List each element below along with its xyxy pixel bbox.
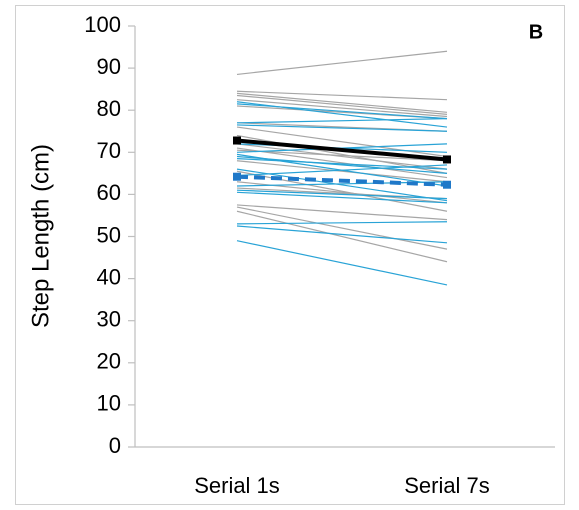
x-tick-label: Serial 7s [404, 473, 490, 498]
subject-line [236, 155, 448, 174]
subject-line [236, 221, 448, 225]
chart-frame [15, 5, 565, 505]
subject-line [236, 118, 448, 124]
y-tick-label: 60 [97, 180, 121, 205]
subject-line [236, 124, 448, 132]
subject-line [236, 158, 448, 170]
subject-line [236, 143, 448, 170]
mean-marker [233, 172, 241, 181]
subject-line [236, 204, 448, 221]
subject-line [236, 191, 448, 204]
subject-line [236, 240, 448, 286]
x-tick-label: Serial 1s [194, 473, 280, 498]
subject-line [236, 189, 448, 200]
subject-line [236, 164, 448, 177]
subject-line [236, 92, 448, 113]
subject-line [236, 206, 448, 250]
mean-line [236, 138, 448, 162]
y-tick-label: 20 [97, 349, 121, 374]
y-tick-label: 30 [97, 307, 121, 332]
subject-line [236, 149, 448, 162]
subject-line [236, 210, 448, 263]
subject-line [236, 90, 448, 101]
subject-line [236, 50, 448, 76]
y-tick-label: 50 [97, 222, 121, 247]
subject-line [236, 168, 448, 202]
subject-line [236, 126, 448, 158]
y-tick-label: 100 [84, 12, 121, 37]
subject-line [236, 147, 448, 179]
y-tick-label: 0 [109, 433, 121, 458]
y-tick-label: 10 [97, 391, 121, 416]
mean-marker [443, 155, 451, 164]
subject-line [236, 160, 448, 183]
subject-line [236, 94, 448, 116]
mean-marker [233, 136, 241, 145]
y-tick-label: 70 [97, 138, 121, 163]
y-tick-label: 40 [97, 264, 121, 289]
y-tick-label: 90 [97, 54, 121, 79]
subject-line [236, 103, 448, 120]
subject-line [236, 225, 448, 244]
mean-line [236, 174, 448, 187]
subject-line [236, 99, 448, 118]
mean-marker [443, 180, 451, 189]
y-axis-title: Step Length (cm) [27, 144, 54, 328]
y-tick-label: 80 [97, 96, 121, 121]
panel-label: B [529, 21, 543, 43]
